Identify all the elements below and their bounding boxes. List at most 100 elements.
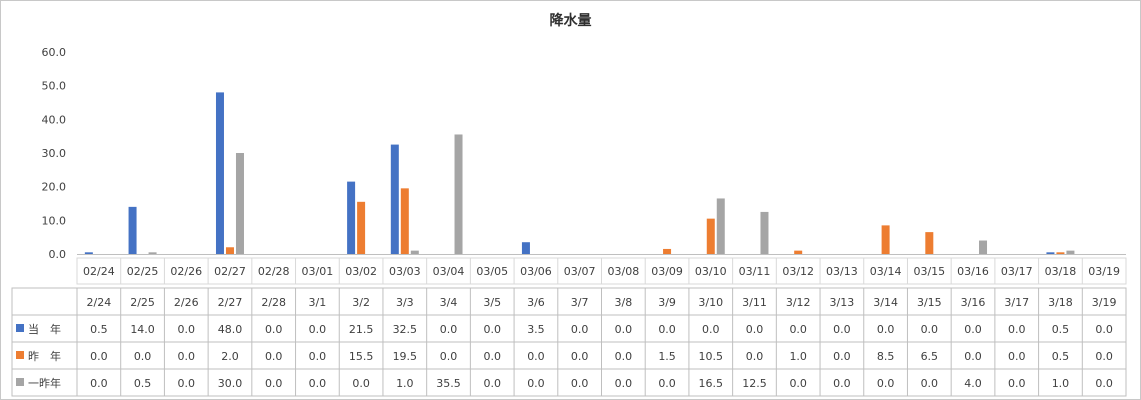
y-tick-label: 0.0 <box>49 248 67 261</box>
table-value-cell: 0.0 <box>483 377 501 390</box>
x-category-label: 03/09 <box>651 265 683 278</box>
x-category-label: 03/02 <box>345 265 377 278</box>
table-value-cell: 0.0 <box>178 323 196 336</box>
bar <box>706 218 715 254</box>
table-value-cell: 0.0 <box>921 377 939 390</box>
bar <box>215 92 224 255</box>
legend-label: 昨 年 <box>28 349 61 363</box>
table-value-cell: 0.0 <box>178 350 196 363</box>
table-value-cell: 0.0 <box>440 350 458 363</box>
table-value-cell: 0.0 <box>309 350 327 363</box>
table-value-cell: 0.0 <box>265 350 283 363</box>
table-value-cell: 0.0 <box>265 377 283 390</box>
table-header-cell: 3/10 <box>698 296 723 309</box>
x-category-label: 03/15 <box>913 265 945 278</box>
bar <box>357 201 366 254</box>
legend-label: 当 年 <box>28 322 61 336</box>
x-category-label: 02/28 <box>258 265 290 278</box>
legend-label: 一昨年 <box>28 376 61 390</box>
bar <box>400 188 409 254</box>
bar <box>84 252 93 254</box>
bar <box>663 248 672 254</box>
table-value-cell: 0.0 <box>309 323 327 336</box>
table-header-cell: 2/27 <box>218 296 243 309</box>
table-value-cell: 0.0 <box>964 323 982 336</box>
table-value-cell: 0.0 <box>1095 323 1113 336</box>
table-header-cell: 3/1 <box>309 296 327 309</box>
x-category-label: 03/06 <box>520 265 552 278</box>
table-value-cell: 0.0 <box>877 323 895 336</box>
table-value-cell: 0.5 <box>1052 350 1070 363</box>
table-value-cell: 0.0 <box>309 377 327 390</box>
table-value-cell: 0.0 <box>1095 377 1113 390</box>
table-header-cell: 3/11 <box>742 296 767 309</box>
table-value-cell: 1.0 <box>396 377 414 390</box>
table-value-cell: 12.5 <box>742 377 767 390</box>
x-category-label: 03/05 <box>476 265 508 278</box>
legend-swatch <box>16 351 24 359</box>
table-value-cell: 0.0 <box>833 377 851 390</box>
x-category-label: 02/25 <box>127 265 159 278</box>
bar <box>1056 252 1065 254</box>
table-value-cell: 0.0 <box>483 350 501 363</box>
table-header-cell: 3/13 <box>830 296 855 309</box>
table-value-cell: 0.0 <box>658 323 676 336</box>
bar <box>235 153 244 254</box>
table-header-cell: 3/12 <box>786 296 811 309</box>
x-category-label: 02/27 <box>214 265 246 278</box>
x-category-label: 02/24 <box>83 265 115 278</box>
table-value-cell: 0.0 <box>571 350 589 363</box>
table-value-cell: 0.0 <box>789 377 807 390</box>
table-value-cell: 0.0 <box>352 377 370 390</box>
table-header-cell: 3/14 <box>873 296 898 309</box>
table-value-cell: 0.0 <box>615 377 633 390</box>
table-value-cell: 16.5 <box>699 377 724 390</box>
bar <box>225 247 234 254</box>
table-value-cell: 0.0 <box>1095 350 1113 363</box>
table-value-cell: 6.5 <box>921 350 939 363</box>
table-header-cell: 3/6 <box>527 296 545 309</box>
table-value-cell: 48.0 <box>218 323 243 336</box>
y-tick-label: 60.0 <box>42 46 67 59</box>
table-header-cell: 3/8 <box>615 296 633 309</box>
table-value-cell: 0.0 <box>1008 323 1026 336</box>
table-value-cell: 0.0 <box>746 323 764 336</box>
x-category-label: 03/16 <box>957 265 989 278</box>
x-category-label: 03/19 <box>1088 265 1120 278</box>
bar <box>454 134 463 254</box>
table-header-cell: 2/28 <box>261 296 286 309</box>
table-value-cell: 0.0 <box>571 377 589 390</box>
x-category-label: 03/10 <box>695 265 727 278</box>
bar <box>1066 250 1075 254</box>
table-header-cell: 3/2 <box>352 296 370 309</box>
table-header-cell: 3/5 <box>483 296 501 309</box>
bar <box>410 250 419 254</box>
table-header-cell: 3/7 <box>571 296 589 309</box>
table-value-cell: 14.0 <box>130 323 155 336</box>
bar <box>979 240 988 254</box>
y-tick-label: 30.0 <box>42 147 67 160</box>
table-value-cell: 0.5 <box>90 323 108 336</box>
table-value-cell: 32.5 <box>393 323 418 336</box>
table-value-cell: 0.0 <box>615 350 633 363</box>
table-value-cell: 21.5 <box>349 323 374 336</box>
table-value-cell: 0.0 <box>615 323 633 336</box>
bar <box>881 225 890 254</box>
table-value-cell: 0.0 <box>527 350 545 363</box>
x-category-label: 03/11 <box>739 265 771 278</box>
table-value-cell: 0.0 <box>1008 350 1026 363</box>
bar <box>760 211 769 254</box>
bar <box>1046 252 1055 254</box>
table-value-cell: 4.0 <box>964 377 982 390</box>
table-value-cell: 0.0 <box>702 323 720 336</box>
y-tick-label: 40.0 <box>42 113 67 126</box>
table-value-cell: 0.0 <box>833 323 851 336</box>
bar <box>390 144 399 254</box>
x-category-label: 03/18 <box>1045 265 1077 278</box>
table-header-cell: 3/9 <box>658 296 676 309</box>
x-category-label: 03/17 <box>1001 265 1033 278</box>
table-value-cell: 30.0 <box>218 377 243 390</box>
table-value-cell: 0.0 <box>1008 377 1026 390</box>
table-value-cell: 0.0 <box>90 350 108 363</box>
bar <box>925 232 934 254</box>
